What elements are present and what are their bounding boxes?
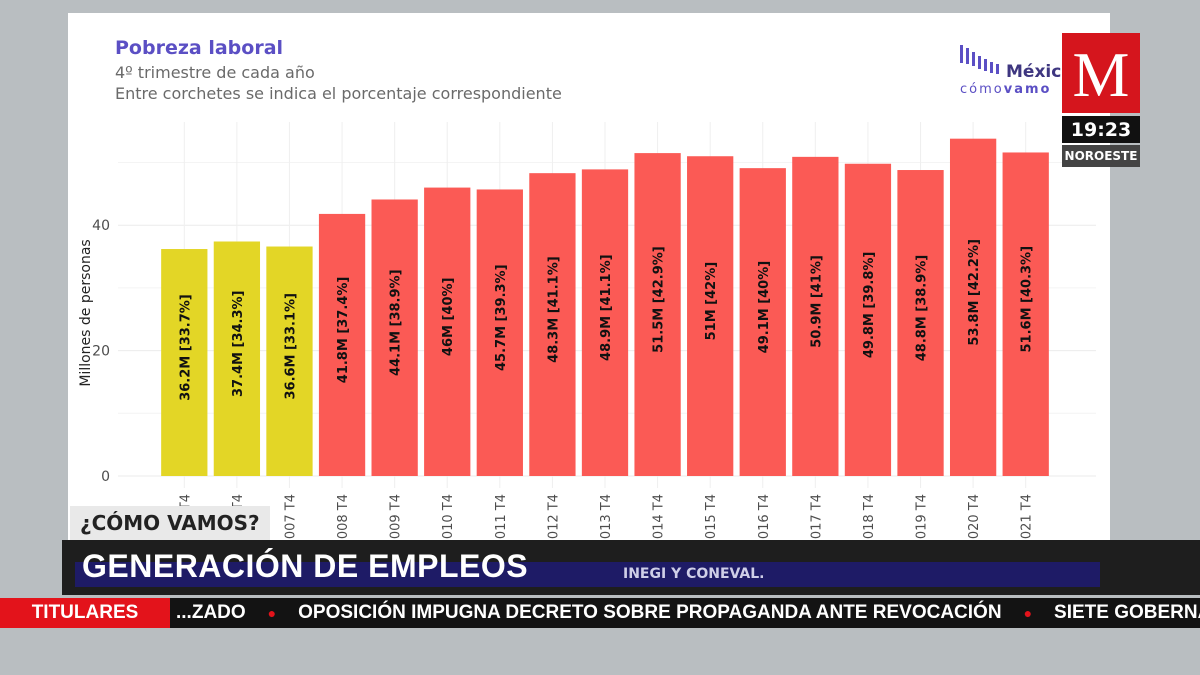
x-tick-label: 2014 T4	[652, 494, 667, 547]
y-axis-label: Millones de personas	[78, 239, 94, 386]
lower-third-headline: GENERACIÓN DE EMPLEOS	[82, 548, 529, 584]
lower-third-kicker: ¿CÓMO VAMOS?	[70, 506, 270, 540]
bar	[687, 156, 734, 477]
brand-letter: M	[1073, 42, 1130, 104]
bars-logo-icon	[960, 45, 999, 74]
bar	[476, 189, 523, 476]
ticker-item: SIETE GOBERNADORES	[1054, 602, 1200, 623]
data-label: 51.5M [42.9%]	[652, 246, 667, 353]
bar	[792, 156, 839, 476]
data-label: 36.2M [33.7%]	[178, 294, 193, 401]
x-tick-label: 2020 T4	[967, 494, 982, 547]
bar	[266, 246, 313, 476]
bar	[739, 168, 786, 476]
bar	[897, 170, 944, 477]
x-tick-label: 2018 T4	[862, 494, 877, 547]
bar	[581, 169, 629, 476]
chart-title: Pobreza laboral	[115, 37, 284, 59]
chart-subtitle: 4º trimestre de cada año	[115, 63, 315, 82]
bar	[213, 241, 261, 476]
milenio-logo-icon: M	[1062, 33, 1140, 113]
bar	[424, 187, 471, 476]
x-tick-label: 2008 T4	[336, 494, 351, 547]
source-strip: INEGI Y CONEVAL.	[75, 562, 1100, 587]
data-label: 46M [40%]	[441, 278, 456, 357]
x-tick-label: 2012 T4	[546, 494, 561, 547]
clock-time: 19:23	[1062, 116, 1140, 143]
bar	[949, 138, 997, 476]
data-label: 48.9M [41.1%]	[599, 254, 614, 361]
x-tick-label: 2013 T4	[599, 494, 614, 547]
x-tick-label: 2009 T4	[389, 494, 404, 547]
source-text: INEGI Y CONEVAL.	[623, 566, 765, 582]
bullet-icon: ●	[267, 605, 277, 621]
y-tick-label: 0	[101, 469, 110, 485]
data-label: 49.8M [39.8%]	[862, 252, 877, 359]
x-tick-label: 2019 T4	[915, 494, 930, 547]
x-tick-label: 2017 T4	[809, 494, 824, 547]
news-ticker: ...ZADO ● OPOSICIÓN IMPUGNA DECRETO SOBR…	[0, 598, 1200, 628]
y-tick-label: 40	[92, 218, 110, 234]
bar	[371, 199, 418, 477]
logo-text-como-vamos: cómovamo	[960, 82, 1052, 97]
bar	[529, 173, 576, 476]
data-label: 53.8M [42.2%]	[967, 239, 982, 346]
data-label: 51.6M [40.3%]	[1020, 246, 1035, 353]
data-label: 49.1M [40%]	[757, 261, 772, 354]
ticker-item: OPOSICIÓN IMPUGNA DECRETO SOBRE PROPAGAN…	[298, 602, 1002, 623]
clock-region: NOROESTE	[1062, 145, 1140, 167]
data-label: 45.7M [39.3%]	[494, 264, 509, 371]
x-tick-label: 2021 T4	[1020, 494, 1035, 547]
bar	[844, 163, 892, 476]
x-tick-label: 2015 T4	[704, 494, 719, 547]
data-label: 48.3M [41.1%]	[546, 256, 561, 363]
bar	[1002, 152, 1049, 476]
x-tick-label: 2010 T4	[441, 494, 456, 547]
data-label: 50.9M [41%]	[809, 255, 824, 348]
chart-note: Entre corchetes se indica el porcentaje …	[115, 84, 562, 103]
y-tick-label: 20	[92, 344, 110, 360]
bar	[318, 213, 366, 476]
ticker-items: ...ZADO ● OPOSICIÓN IMPUGNA DECRETO SOBR…	[176, 598, 1200, 628]
data-label: 44.1M [38.9%]	[389, 269, 404, 376]
ticker-item: ...ZADO	[176, 602, 246, 623]
bar	[161, 249, 208, 476]
bottom-bar	[0, 628, 1200, 675]
bullet-icon: ●	[1023, 605, 1033, 621]
mexico-como-vamos-logo: Méxic cómovamo	[958, 42, 1068, 102]
data-label: 51M [42%]	[704, 262, 719, 341]
x-tick-label: 2007 T4	[283, 494, 298, 547]
bar	[634, 153, 681, 476]
data-label: 48.8M [38.9%]	[915, 255, 930, 362]
x-tick-label: 2011 T4	[494, 494, 509, 547]
milenio-m-icon: M	[1068, 42, 1134, 104]
x-tick-label: 2016 T4	[757, 494, 772, 547]
data-label: 37.4M [34.3%]	[231, 290, 246, 397]
logo-text-mexico: Méxic	[1006, 62, 1062, 82]
ticker-label: TITULARES	[0, 598, 170, 628]
data-label: 36.6M [33.1%]	[283, 293, 298, 400]
data-label: 41.8M [37.4%]	[336, 277, 351, 384]
